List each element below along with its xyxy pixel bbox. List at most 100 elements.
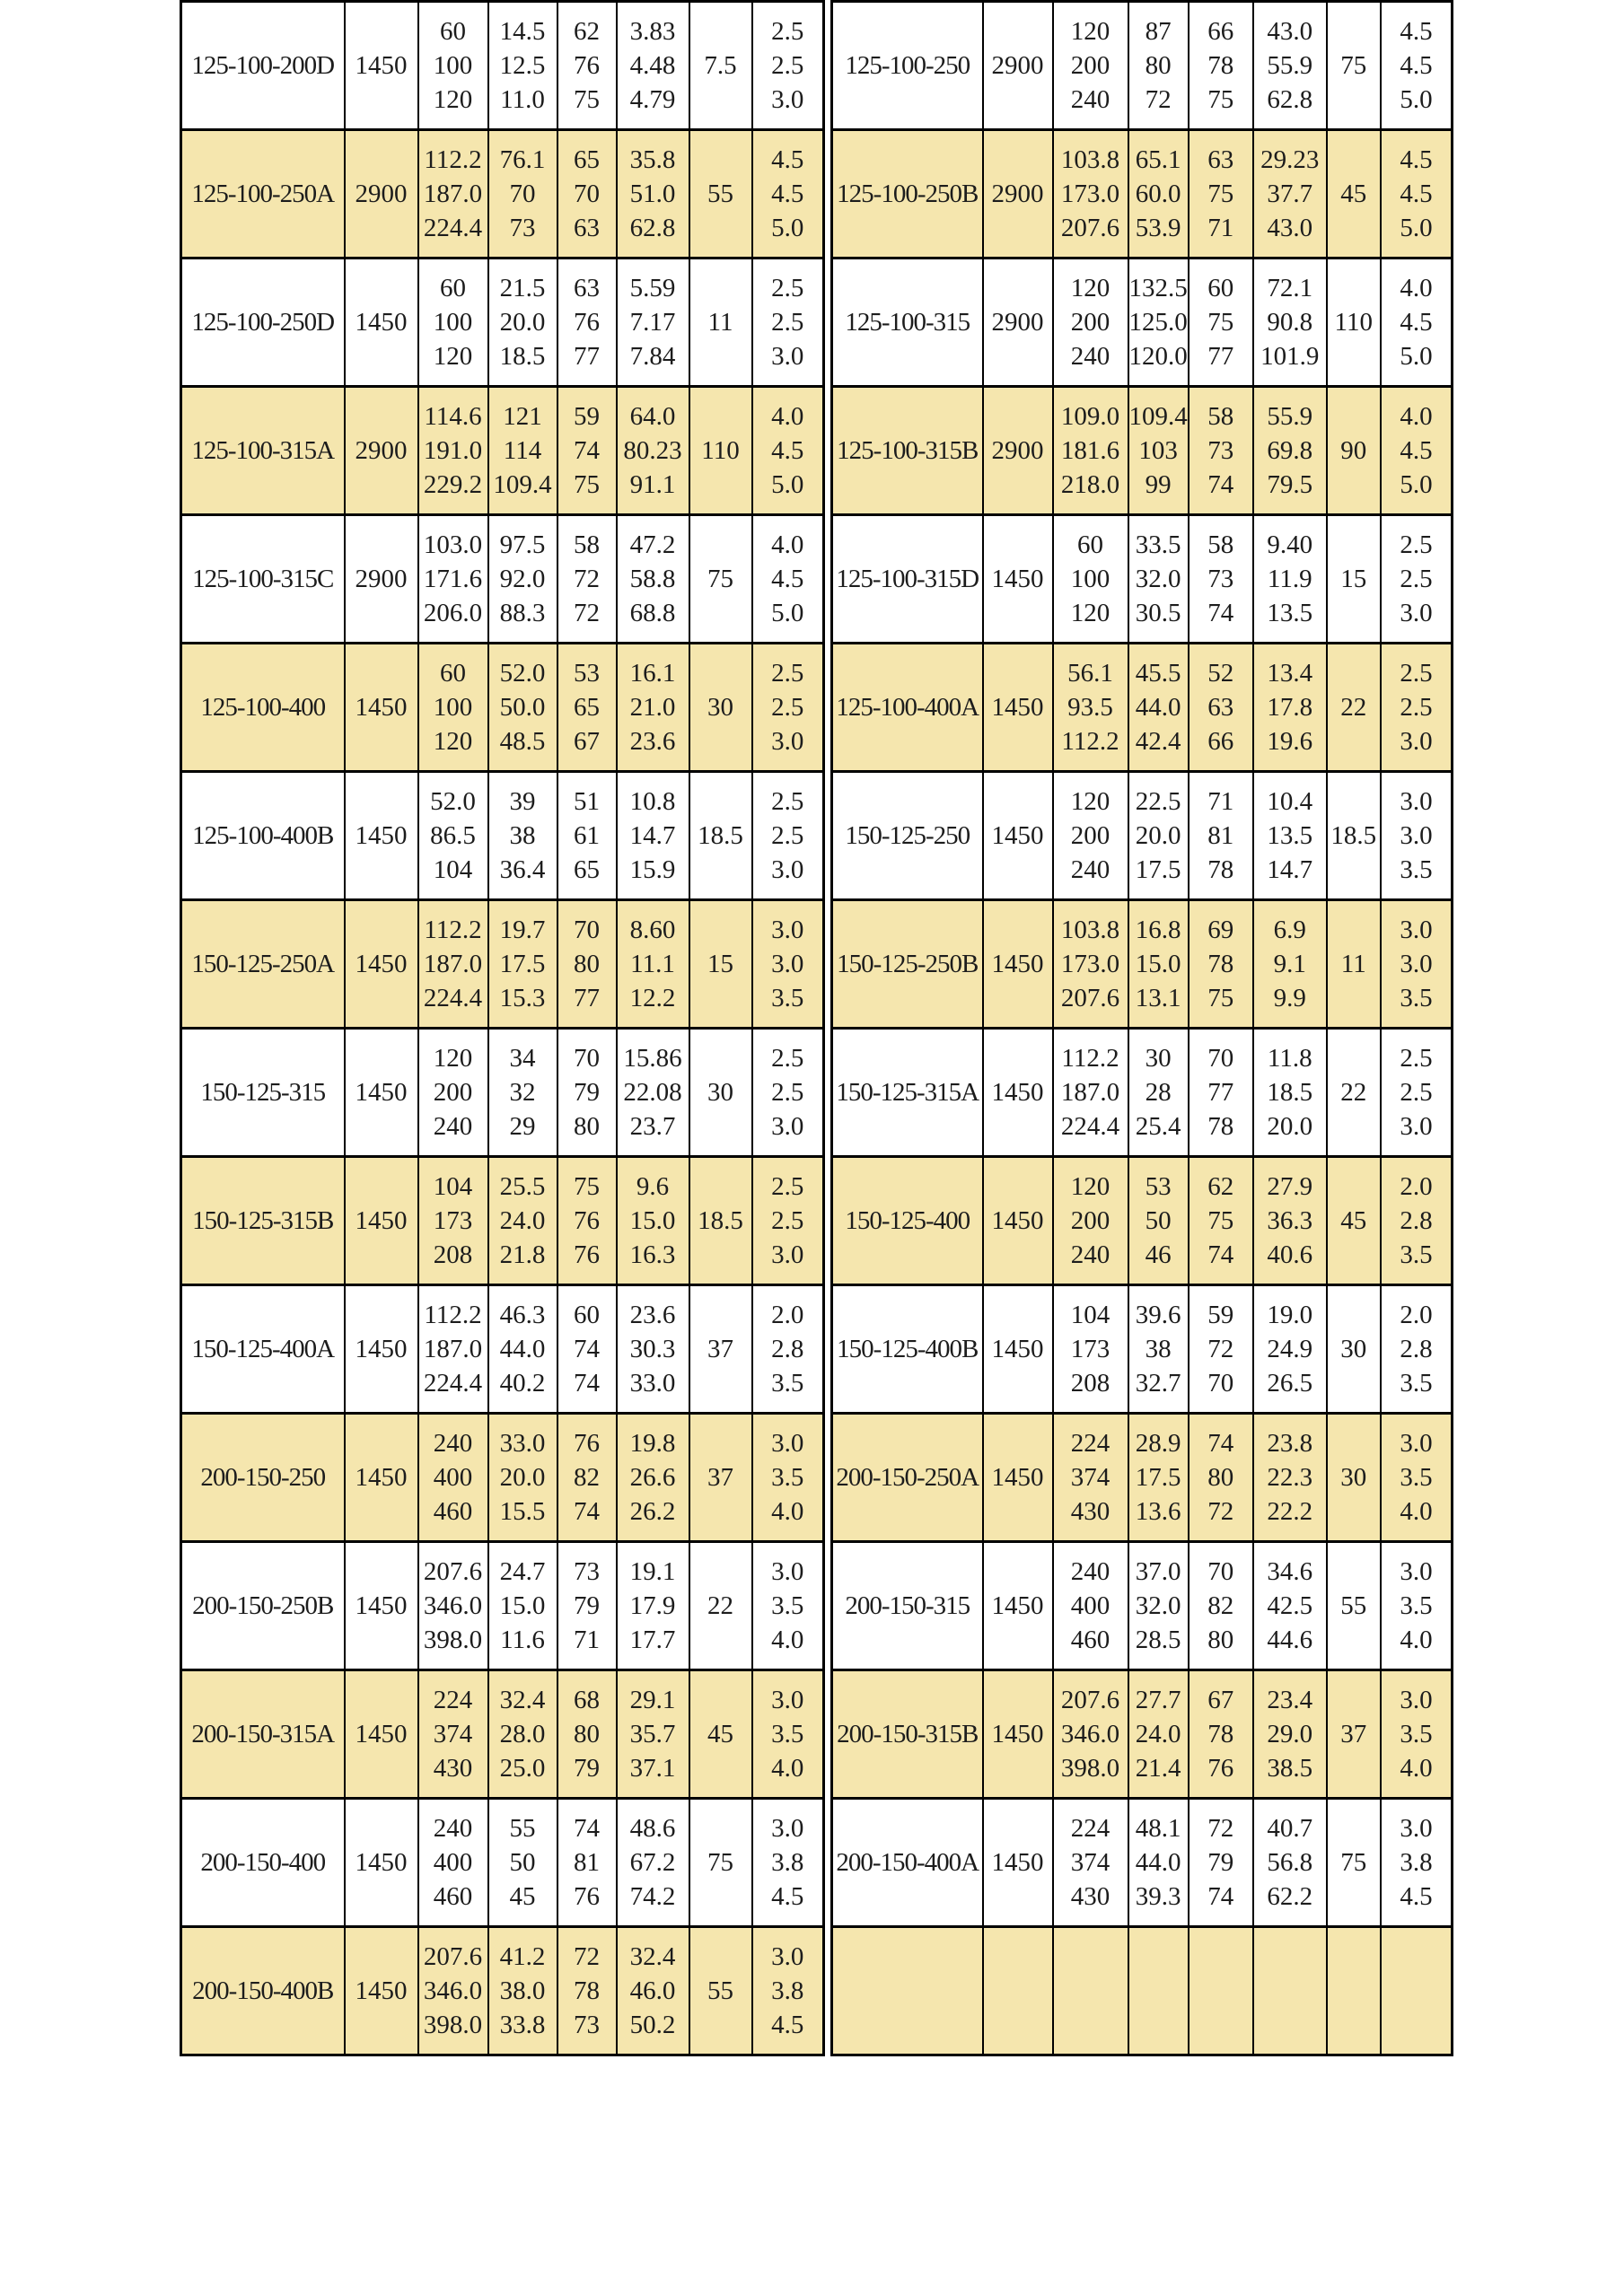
efficiency-cell: 70 77 78 — [1187, 1027, 1254, 1158]
flow-cell-value: 112.2 — [424, 1301, 482, 1329]
head-cell-value: 80 — [1145, 51, 1172, 80]
speed-cell-value: 2900 — [991, 51, 1044, 80]
npsh-cell-value: 3.0 — [1400, 916, 1433, 944]
table-row: 125-100-315B 2900 109.0 181.6 218.0 109.4 103 9… — [830, 385, 1453, 516]
power-cell-value: 29.0 — [1267, 1720, 1313, 1748]
model-cell-value: 150-125-250 — [845, 821, 970, 850]
power-cell: 8.60 11.1 12.2 — [615, 898, 690, 1030]
flow-cell-value: 374 — [433, 1720, 473, 1748]
speed-cell: 1450 — [981, 770, 1054, 901]
head-cell-value: 20.0 — [499, 308, 546, 337]
speed-cell: 1450 — [981, 1669, 1054, 1800]
efficiency-cell-value: 51 — [574, 787, 600, 816]
efficiency-cell — [1187, 1925, 1254, 2056]
efficiency-cell-value: 58 — [1207, 402, 1234, 431]
npsh-cell: 2.0 2.8 3.5 — [751, 1284, 825, 1415]
speed-cell-value: 1450 — [355, 1720, 408, 1748]
head-cell-value: 87 — [1145, 17, 1172, 46]
head-cell: 46.3 44.0 40.2 — [487, 1284, 558, 1415]
power-cell-value: 13.4 — [1267, 659, 1313, 688]
flow-cell-value: 208 — [433, 1240, 473, 1269]
motor-power-cell: 75 — [1325, 0, 1382, 131]
model-cell-value: 200-150-400A — [836, 1848, 979, 1877]
power-cell-value: 62.8 — [629, 214, 676, 242]
head-cell-value: 46.3 — [499, 1301, 546, 1329]
efficiency-cell-value: 76 — [574, 308, 600, 337]
head-cell: 55 50 45 — [487, 1797, 558, 1928]
efficiency-cell-value: 60 — [1207, 274, 1234, 302]
motor-power-cell-value: 110 — [701, 436, 740, 465]
efficiency-cell-value: 77 — [574, 984, 600, 1012]
power-cell-value: 56.8 — [1267, 1848, 1313, 1877]
power-cell-value: 26.6 — [629, 1463, 676, 1492]
power-cell: 35.8 51.0 62.8 — [615, 128, 690, 259]
speed-cell: 1450 — [343, 1797, 419, 1928]
head-cell-value: 121 — [503, 402, 542, 431]
flow-cell: 112.2 187.0 224.4 — [417, 898, 489, 1030]
model-cell-value: 125-100-250D — [191, 308, 335, 337]
npsh-cell-value: 4.0 — [771, 1754, 804, 1783]
flow-cell-value: 208 — [1070, 1369, 1110, 1398]
speed-cell-value: 1450 — [355, 1976, 408, 2005]
table-row: 125-100-400 1450 60 100 120 52.0 50.0 48.5 53 65 6… — [180, 642, 825, 773]
model-cell: 150-125-315A — [830, 1027, 984, 1158]
model-cell: 150-125-400 — [830, 1155, 984, 1286]
power-cell: 55.9 69.8 79.5 — [1251, 385, 1328, 516]
flow-cell-value: 187.0 — [423, 180, 483, 208]
npsh-cell: 2.0 2.8 3.5 — [1379, 1284, 1453, 1415]
flow-cell-value: 173.0 — [1060, 950, 1120, 978]
motor-power-cell-value: 22 — [1340, 693, 1367, 722]
flow-cell: 60 100 120 — [417, 0, 489, 131]
npsh-cell-value: 3.0 — [771, 1112, 804, 1141]
power-cell-value: 27.9 — [1267, 1172, 1313, 1201]
model-cell: 125-100-250D — [180, 257, 346, 388]
head-cell-value: 22.5 — [1135, 787, 1181, 816]
motor-power-cell — [1325, 1925, 1382, 2056]
flow-cell: 104 173 208 — [1051, 1284, 1129, 1415]
motor-power-cell-value: 15 — [1340, 565, 1367, 593]
head-cell-value: 15.5 — [499, 1497, 546, 1526]
efficiency-cell: 73 79 71 — [556, 1540, 618, 1671]
flow-cell-value: 240 — [1070, 85, 1110, 114]
npsh-cell-value: 2.0 — [771, 1301, 804, 1329]
npsh-cell-value: 4.5 — [1400, 51, 1433, 80]
power-cell: 6.9 9.1 9.9 — [1251, 898, 1328, 1030]
npsh-cell-value: 3.0 — [1400, 1814, 1433, 1843]
efficiency-cell-value: 73 — [574, 1557, 600, 1586]
head-cell-value: 34 — [509, 1044, 536, 1073]
speed-cell: 1450 — [343, 770, 419, 901]
power-cell-value: 34.6 — [1267, 1557, 1313, 1586]
npsh-cell-value: 4.5 — [1400, 436, 1433, 465]
speed-cell-value: 2900 — [355, 565, 408, 593]
flow-cell-value: 120 — [1070, 274, 1110, 302]
motor-power-cell: 45 — [1325, 128, 1382, 259]
motor-power-cell: 18.5 — [688, 1155, 753, 1286]
npsh-cell: 4.0 4.5 5.0 — [1379, 257, 1453, 388]
npsh-cell-value: 4.5 — [1400, 1882, 1433, 1911]
speed-cell-value: 1450 — [355, 308, 408, 337]
power-cell: 29.1 35.7 37.1 — [615, 1669, 690, 1800]
npsh-cell-value: 3.8 — [1400, 1848, 1433, 1877]
speed-cell: 2900 — [343, 513, 419, 644]
power-cell-value: 38.5 — [1267, 1754, 1313, 1783]
head-cell: 52.0 50.0 48.5 — [487, 642, 558, 773]
speed-cell: 1450 — [343, 257, 419, 388]
efficiency-cell: 62 76 75 — [556, 0, 618, 131]
power-cell-value: 74.2 — [629, 1882, 676, 1911]
head-cell-value: 28.9 — [1135, 1429, 1181, 1458]
npsh-cell-value: 2.5 — [771, 274, 804, 302]
table-row: 150-125-250 1450 120 200 240 22.5 20.0 17.5 71 81… — [830, 770, 1453, 901]
head-cell: 76.1 70 73 — [487, 128, 558, 259]
efficiency-cell-value: 75 — [1207, 1206, 1234, 1235]
power-cell-value: 46.0 — [629, 1976, 676, 2005]
npsh-cell: 4.5 4.5 5.0 — [1379, 128, 1453, 259]
motor-power-cell: 55 — [688, 1925, 753, 2056]
head-cell: 97.5 92.0 88.3 — [487, 513, 558, 644]
npsh-cell-value: 2.8 — [1400, 1206, 1433, 1235]
efficiency-cell: 59 72 70 — [1187, 1284, 1254, 1415]
power-cell-value: 17.9 — [629, 1591, 676, 1620]
head-cell-value: 20.0 — [499, 1463, 546, 1492]
power-cell-value: 9.9 — [1273, 984, 1306, 1012]
model-cell-value: 125-100-400 — [200, 693, 326, 722]
flow-cell-value: 398.0 — [423, 2011, 483, 2039]
